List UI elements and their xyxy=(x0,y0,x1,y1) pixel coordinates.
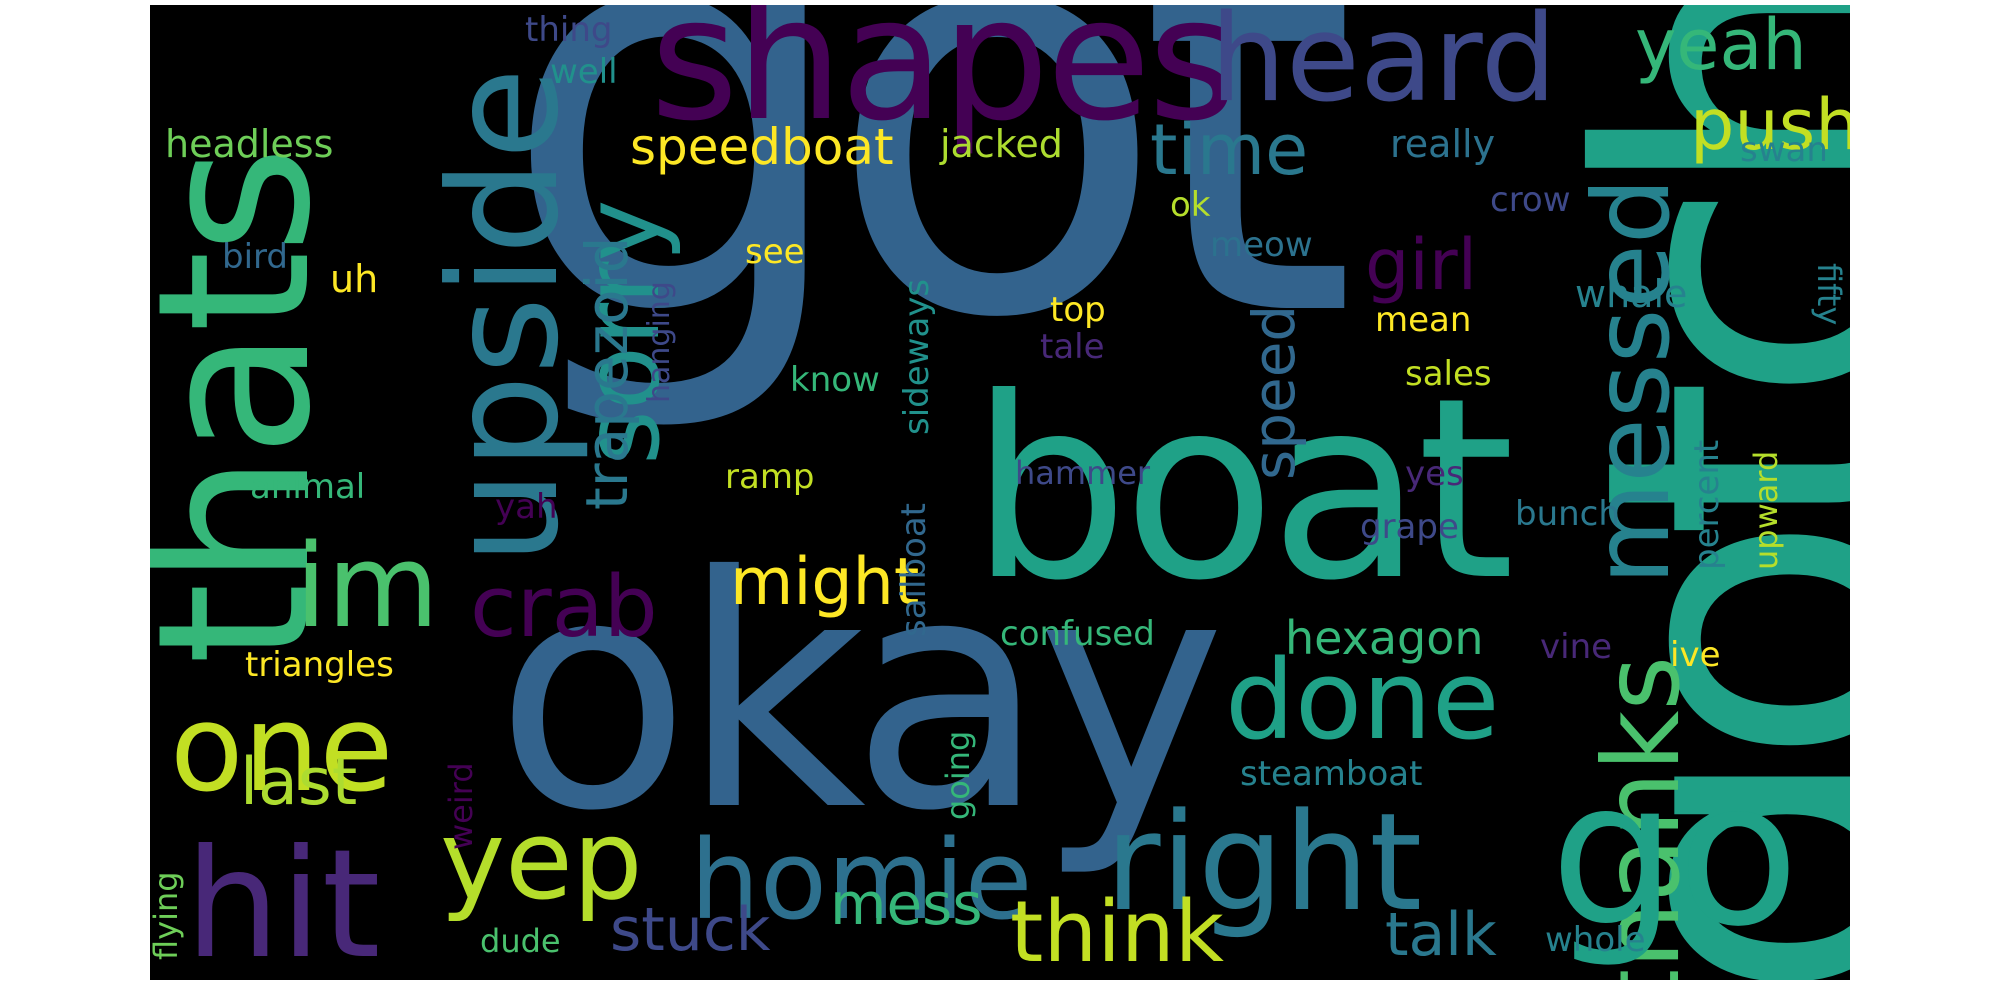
word-headless: headless xyxy=(165,122,334,166)
word-sideways: sideways xyxy=(897,278,937,435)
word-sales: sales xyxy=(1405,354,1492,394)
word-okay: okay xyxy=(495,509,1226,881)
word-steamboat: steamboat xyxy=(1240,754,1423,794)
word-hexagon: hexagon xyxy=(1285,611,1484,665)
word-ramp: ramp xyxy=(725,457,815,497)
word-girl: girl xyxy=(1365,224,1478,306)
word-yeah: yeah xyxy=(1635,5,1807,86)
word-homie: homie xyxy=(690,816,1033,944)
word-speed: speed xyxy=(1240,304,1308,480)
word-know: know xyxy=(790,360,880,400)
word-might: might xyxy=(730,545,920,620)
word-uh: uh xyxy=(330,257,379,301)
word-flying: flying xyxy=(150,871,185,960)
word-fifty: fifty xyxy=(1810,263,1848,326)
word-right: right xyxy=(1105,784,1423,941)
word-ive: ive xyxy=(1670,635,1721,675)
word-really: really xyxy=(1390,122,1496,166)
word-time: time xyxy=(1150,109,1309,191)
word-think: think xyxy=(1010,883,1224,980)
word-confused: confused xyxy=(1000,614,1155,654)
word-yes: yes xyxy=(1405,454,1464,494)
word-going: going xyxy=(939,730,977,820)
word-swan: swan xyxy=(1740,130,1828,170)
word-mess: mess xyxy=(830,870,983,938)
word-tale: tale xyxy=(1040,327,1105,367)
word-meow: meow xyxy=(1210,225,1313,265)
word-whole: whole xyxy=(1545,920,1646,960)
word-jacked: jacked xyxy=(940,122,1063,166)
word-trapezoid: trapezoid xyxy=(573,236,641,511)
word-upward: upward xyxy=(1747,450,1785,570)
word-crab: crab xyxy=(470,558,658,657)
word-hit: hit xyxy=(185,818,381,980)
word-shapes: shapes xyxy=(650,5,1237,159)
word-yah: yah xyxy=(495,487,558,527)
word-weird: weird xyxy=(442,762,480,850)
word-crow: crow xyxy=(1490,180,1571,220)
word-top: top xyxy=(1050,290,1106,330)
word-mean: mean xyxy=(1375,300,1472,340)
word-last: last xyxy=(240,745,358,820)
word-ok: ok xyxy=(1170,185,1211,225)
word-bunch: bunch xyxy=(1515,494,1620,534)
word-im: im xyxy=(295,520,439,654)
word-animal: animal xyxy=(250,467,366,507)
word-boat: boat xyxy=(970,344,1515,635)
word-yep: yep xyxy=(440,796,643,924)
word-go: go xyxy=(1550,738,1800,971)
word-thing: thing xyxy=(525,10,613,50)
word-see: see xyxy=(745,232,805,272)
word-whale: whale xyxy=(1575,272,1688,316)
word-hammer: hammer xyxy=(1015,454,1151,492)
word-well: well xyxy=(550,52,618,92)
word-grape: grape xyxy=(1360,507,1459,547)
word-vine: vine xyxy=(1540,627,1613,667)
word-speedboat: speedboat xyxy=(630,118,894,176)
word-bird: bird xyxy=(222,237,288,277)
word-sailboat: sailboat xyxy=(894,503,934,637)
word-done: done xyxy=(1225,636,1500,764)
word-talk: talk xyxy=(1385,900,1497,970)
word-push: push xyxy=(1690,84,1850,166)
word-one: one xyxy=(170,680,394,819)
word-cloud: got gotcha okay boat thats shapes upside… xyxy=(150,5,1850,980)
word-percent: percent xyxy=(1687,439,1727,570)
word-dude: dude xyxy=(480,922,561,960)
word-heard: heard xyxy=(1210,5,1557,129)
word-triangles: triangles xyxy=(245,645,394,685)
word-got: got xyxy=(500,5,1358,441)
word-stuck: stuck xyxy=(610,895,771,965)
word-hanging: hanging xyxy=(642,281,677,403)
